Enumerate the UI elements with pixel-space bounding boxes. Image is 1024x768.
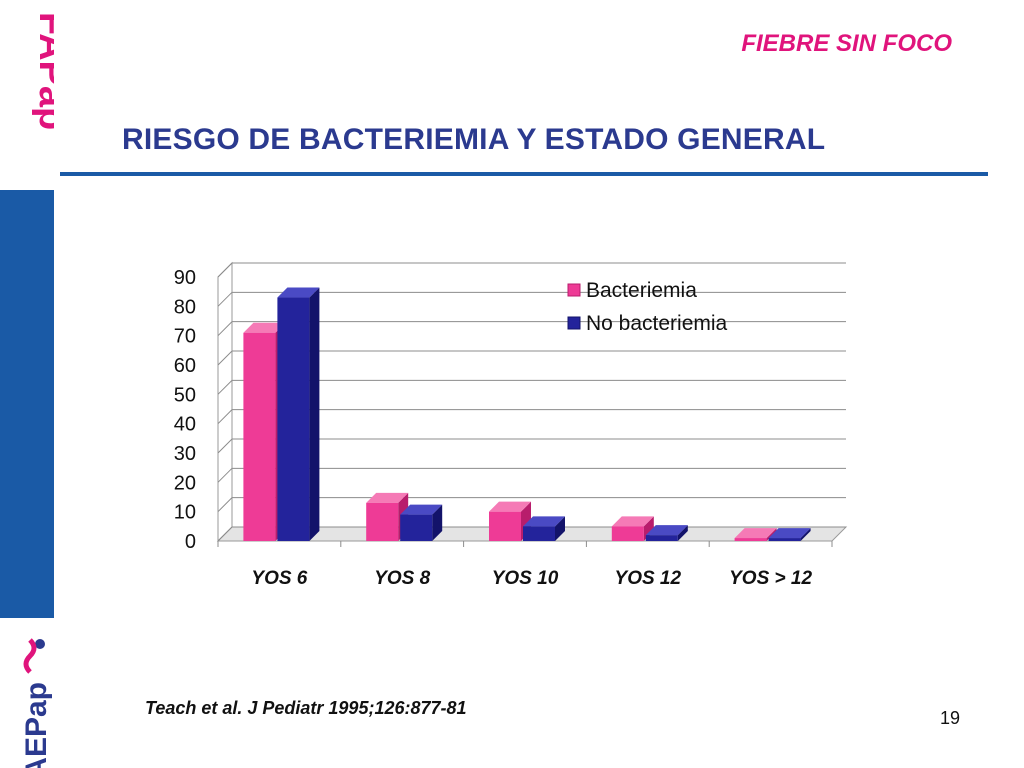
bar-top <box>768 528 811 539</box>
y-axis: 0 10 20 30 40 50 60 70 80 90 <box>174 267 196 553</box>
gridline <box>217 262 846 278</box>
bar-top <box>523 516 565 527</box>
page-title: RIESGO DE BACTERIEMIA Y ESTADO GENERAL <box>122 123 826 156</box>
bar-top <box>734 528 777 539</box>
fapap-logo-text: FAPap <box>31 12 54 130</box>
bar <box>523 516 565 541</box>
x-tick-label: YOS 12 <box>615 568 682 589</box>
bar-front <box>523 526 555 541</box>
gridline <box>217 321 846 337</box>
bar-side <box>677 525 688 541</box>
bar-top <box>243 322 286 333</box>
aepap-logo-wave <box>23 638 37 674</box>
bar <box>400 504 443 541</box>
bar <box>768 528 811 541</box>
bar-front <box>243 332 276 541</box>
y-tick-label: 70 <box>174 326 196 348</box>
bar-side <box>432 504 443 541</box>
gridline <box>217 467 846 483</box>
x-axis: YOS 6 YOS 8 YOS 10 YOS 12 YOS > 12 <box>217 541 833 589</box>
bar-top <box>366 492 409 503</box>
gridline <box>217 291 846 307</box>
aepap-logo-dot <box>35 639 45 649</box>
citation: Teach et al. J Pediatr 1995;126:877-81 <box>145 698 467 718</box>
bar-front <box>489 511 521 541</box>
bar-front <box>400 514 433 541</box>
legend-label: No bacteriemia <box>586 312 728 335</box>
bar-top <box>277 287 320 298</box>
y-tick-label: 60 <box>174 355 196 377</box>
chart-legend: Bacteriemia No bacteriemia <box>567 279 728 335</box>
page-number: 19 <box>940 708 961 728</box>
y-tick-label: 0 <box>185 531 196 553</box>
bar-front <box>734 538 767 541</box>
fapap-logo-area: FAPap <box>0 0 54 190</box>
x-tick-label: YOS > 12 <box>729 568 812 589</box>
bar-top <box>645 525 688 536</box>
bar-front <box>768 538 801 541</box>
bar-top <box>611 516 654 527</box>
bar-top <box>400 504 443 515</box>
x-tick-label: YOS 6 <box>251 568 307 589</box>
gridline <box>217 497 846 513</box>
legend-label: Bacteriemia <box>586 279 697 302</box>
bar-side <box>555 516 565 541</box>
y-tick-label: 30 <box>174 443 196 465</box>
legend-swatch <box>567 283 581 297</box>
y-tick-label: 20 <box>174 472 196 494</box>
title-divider <box>60 172 988 176</box>
bar <box>489 501 531 541</box>
sidebar-band <box>0 190 54 618</box>
aepap-logo: AEPap <box>20 638 53 768</box>
legend-swatch <box>567 316 581 330</box>
y-tick-label: 40 <box>174 414 196 436</box>
gridline <box>217 379 846 395</box>
bar-front <box>277 297 310 541</box>
gridline <box>217 409 846 425</box>
y-tick-label: 90 <box>174 267 196 289</box>
fapap-logo: FAPap <box>31 12 54 130</box>
aepap-logo-text: AEPap <box>20 682 53 768</box>
chart-bars <box>243 287 811 541</box>
bar <box>645 525 688 541</box>
bar <box>277 287 320 541</box>
bar-side <box>309 287 320 541</box>
y-tick-label: 80 <box>174 296 196 318</box>
bar-front <box>611 526 644 541</box>
y-tick-label: 50 <box>174 384 196 406</box>
x-tick-label: YOS 10 <box>492 568 559 589</box>
gridline <box>217 350 846 366</box>
x-tick-label: YOS 8 <box>374 568 430 589</box>
bar-side <box>800 528 811 541</box>
bar-top <box>489 501 531 512</box>
gridline <box>217 438 846 454</box>
bar-front <box>645 535 678 541</box>
bar-front <box>366 502 399 541</box>
y-tick-label: 10 <box>174 502 196 524</box>
topic-label: FIEBRE SIN FOCO <box>741 30 952 57</box>
